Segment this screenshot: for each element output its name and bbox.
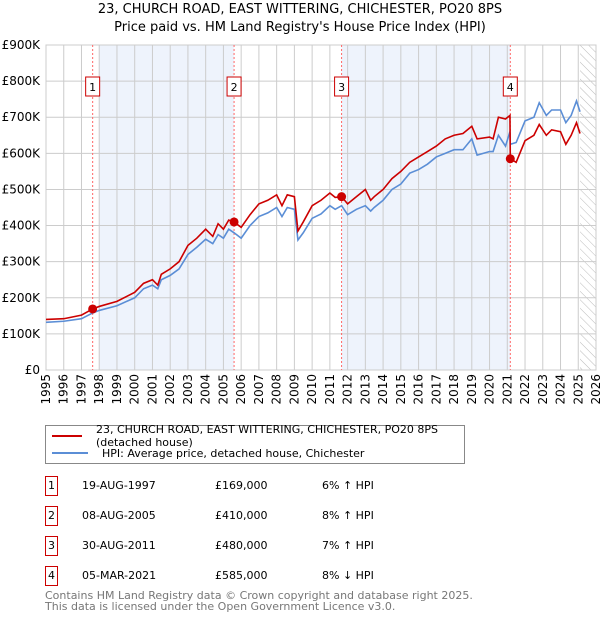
x-tick-label: 2004 xyxy=(199,374,213,405)
footer-line-1: Contains HM Land Registry data © Crown c… xyxy=(45,589,473,602)
sale-point xyxy=(88,304,98,314)
chart-subtitle: Price paid vs. HM Land Registry's House … xyxy=(114,20,486,35)
x-tick-label: 2018 xyxy=(447,374,461,405)
sale-date: 05-MAR-2021 xyxy=(82,569,157,582)
sale-hpi-diff: 8% ↓ HPI xyxy=(322,569,374,582)
sale-price: £585,000 xyxy=(215,569,268,582)
sale-point xyxy=(229,217,239,227)
y-tick-label: £800K xyxy=(2,74,42,88)
sale-hpi-diff: 8% ↑ HPI xyxy=(322,509,374,522)
sale-date: 30-AUG-2011 xyxy=(82,539,156,552)
legend-red-line xyxy=(52,435,82,437)
sale-point xyxy=(337,192,347,202)
x-tick-label: 2023 xyxy=(536,374,550,405)
y-tick-label: £600K xyxy=(2,146,42,160)
x-tick-label: 2008 xyxy=(270,374,284,405)
sale-date: 19-AUG-1997 xyxy=(82,479,156,492)
sale-number: 1 xyxy=(45,476,58,496)
chart-title: 23, CHURCH ROAD, EAST WITTERING, CHICHES… xyxy=(97,2,503,17)
legend-property: 23, CHURCH ROAD, EAST WITTERING, CHICHES… xyxy=(95,423,438,449)
x-tick-label: 1999 xyxy=(110,374,124,405)
x-tick-label: 2013 xyxy=(358,374,372,405)
x-tick-label: 2009 xyxy=(287,374,301,405)
y-tick-label: £700K xyxy=(2,110,42,124)
x-tick-label: 2006 xyxy=(234,374,248,405)
sale-number: 4 xyxy=(45,566,58,586)
sale-marker-box xyxy=(334,76,350,97)
sale-marker-box xyxy=(226,76,242,97)
x-tick-label: 1995 xyxy=(39,374,53,405)
sale-date: 08-AUG-2005 xyxy=(82,509,156,522)
sale-point xyxy=(505,154,515,164)
forecast-hatch xyxy=(580,45,596,370)
x-tick-label: 2017 xyxy=(429,374,443,405)
x-tick-label: 2003 xyxy=(181,374,195,405)
footer-line-2: This data is licensed under the Open Gov… xyxy=(45,600,396,613)
x-tick-label: 2026 xyxy=(589,374,600,405)
x-tick-label: 2001 xyxy=(145,374,159,405)
x-tick-label: 2015 xyxy=(394,374,408,405)
sale-number: 3 xyxy=(45,536,58,556)
x-tick-label: 2012 xyxy=(341,374,355,405)
y-tick-label: £200K xyxy=(2,291,42,305)
x-tick-label: 1998 xyxy=(92,374,106,405)
legend: 23, CHURCH ROAD, EAST WITTERING, CHICHES… xyxy=(45,423,465,464)
sale-price: £480,000 xyxy=(215,539,268,552)
y-tick-label: £300K xyxy=(2,255,42,269)
x-tick-label: 2019 xyxy=(465,374,479,405)
y-tick-label: £0 xyxy=(25,363,40,377)
x-tick-label: 2016 xyxy=(412,374,426,405)
x-tick-label: 2007 xyxy=(252,374,266,405)
x-tick-label: 2002 xyxy=(163,374,177,405)
y-tick-label: £400K xyxy=(2,219,42,233)
sale-marker-label: 1 xyxy=(89,81,96,94)
x-tick-label: 2014 xyxy=(376,374,390,405)
legend-blue-line xyxy=(52,452,88,454)
x-tick-label: 2025 xyxy=(571,374,585,405)
sale-hpi-diff: 6% ↑ HPI xyxy=(322,479,374,492)
x-tick-label: 2005 xyxy=(216,374,230,405)
x-tick-label: 2011 xyxy=(323,374,337,405)
x-tick-label: 2000 xyxy=(128,374,142,405)
shaded-period xyxy=(98,45,235,370)
sale-hpi-diff: 7% ↑ HPI xyxy=(322,539,374,552)
legend-hpi: HPI: Average price, detached house, Chic… xyxy=(102,446,365,460)
y-tick-label: £500K xyxy=(2,182,42,196)
x-tick-label: 2020 xyxy=(483,374,497,405)
footer: Contains HM Land Registry data © Crown c… xyxy=(45,590,473,612)
x-tick-label: 2021 xyxy=(500,374,514,405)
sale-marker-box xyxy=(85,76,101,97)
x-tick-label: 1997 xyxy=(74,374,88,405)
sale-marker-label: 3 xyxy=(338,81,345,94)
sale-marker-label: 4 xyxy=(507,81,514,94)
y-tick-label: £900K xyxy=(2,38,42,52)
sale-marker-box xyxy=(502,76,518,97)
x-tick-label: 2022 xyxy=(518,374,532,405)
sale-price: £169,000 xyxy=(215,479,268,492)
sale-marker-label: 2 xyxy=(231,81,238,94)
x-tick-label: 1996 xyxy=(57,374,71,405)
sale-price: £410,000 xyxy=(215,509,268,522)
y-tick-label: £100K xyxy=(2,327,42,341)
x-tick-label: 2010 xyxy=(305,374,319,405)
shaded-period xyxy=(341,45,511,370)
sale-number: 2 xyxy=(45,506,58,526)
price-chart: 1995 1996 1997 1998 1999 2000 2001 2002 2003 2004… xyxy=(2,38,600,405)
x-tick-label: 2024 xyxy=(554,374,568,405)
